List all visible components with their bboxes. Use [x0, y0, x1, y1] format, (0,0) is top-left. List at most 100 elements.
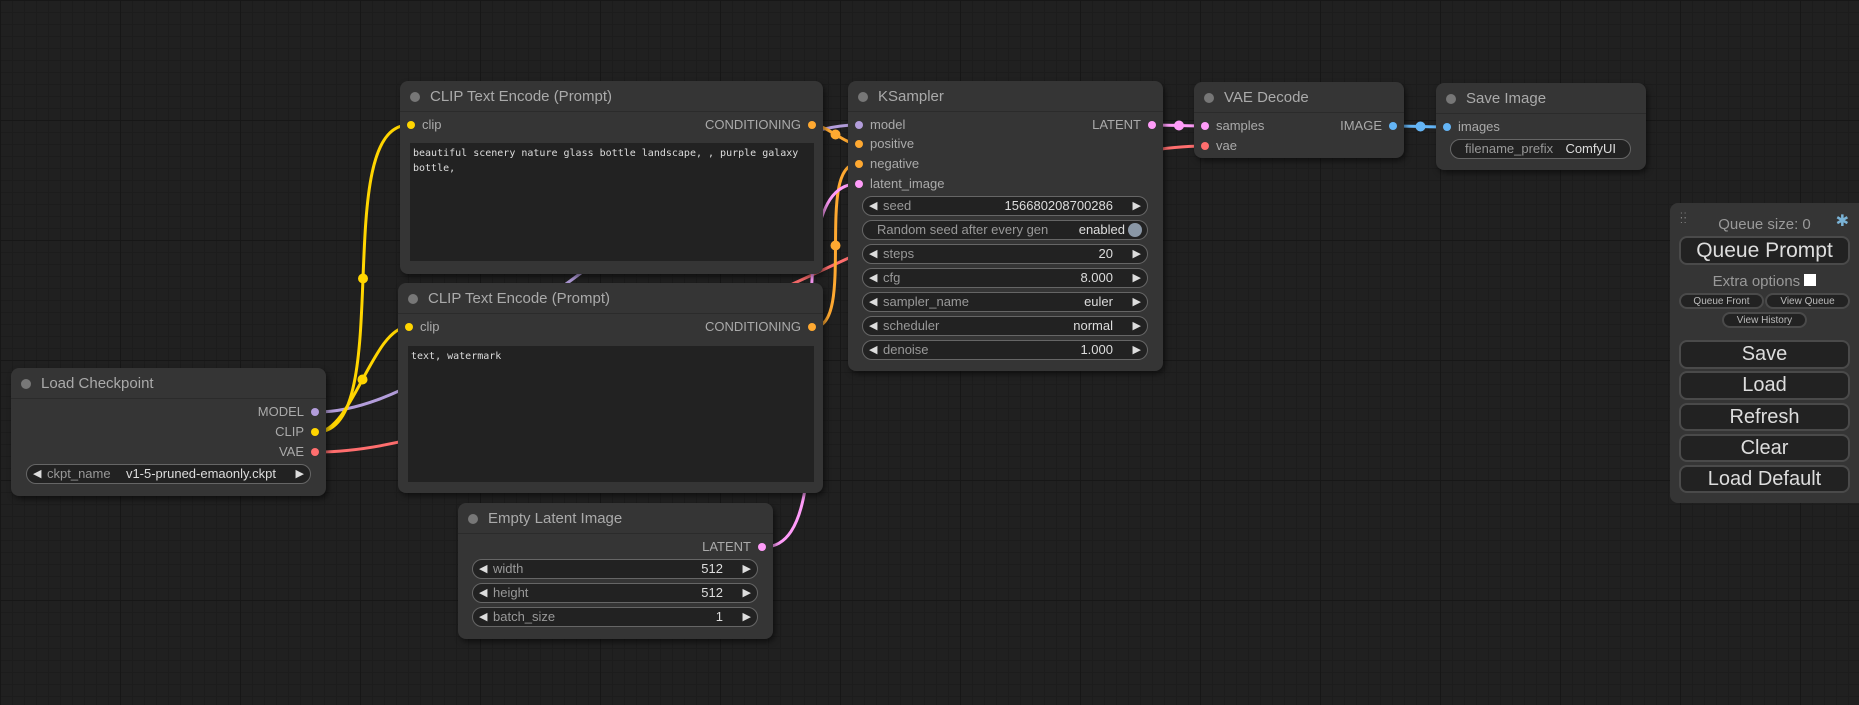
- node-load-checkpoint[interactable]: Load Checkpoint MODEL CLIP VAE ◀ ckpt_nam…: [11, 368, 326, 496]
- slot-dot-icon[interactable]: [311, 428, 319, 436]
- slot-dot-icon[interactable]: [1443, 123, 1451, 131]
- cfg-widget[interactable]: ◀ cfg 8.000 ▶: [862, 268, 1148, 288]
- slot-dot-icon[interactable]: [407, 121, 415, 129]
- slot-dot-icon[interactable]: [1201, 142, 1209, 150]
- slot-dot-icon[interactable]: [855, 121, 863, 129]
- arrow-right-icon[interactable]: ▶: [1132, 248, 1141, 260]
- slot-dot-icon[interactable]: [1148, 121, 1156, 129]
- input-model[interactable]: model: [848, 115, 905, 135]
- slot-dot-icon[interactable]: [808, 323, 816, 331]
- output-conditioning[interactable]: CONDITIONING: [705, 317, 823, 337]
- arrow-right-icon[interactable]: ▶: [742, 587, 751, 599]
- load-default-button[interactable]: Load Default: [1679, 465, 1850, 493]
- arrow-left-icon[interactable]: ◀: [869, 320, 878, 332]
- height-widget[interactable]: ◀ height 512 ▶: [472, 583, 758, 603]
- node-clip-text-encode-positive[interactable]: CLIP Text Encode (Prompt) clip CONDITION…: [400, 81, 823, 274]
- output-model[interactable]: MODEL: [258, 402, 326, 422]
- slot-dot-icon[interactable]: [808, 121, 816, 129]
- output-latent[interactable]: LATENT: [1092, 115, 1163, 135]
- arrow-right-icon[interactable]: ▶: [742, 611, 751, 623]
- node-title[interactable]: CLIP Text Encode (Prompt): [398, 283, 823, 314]
- arrow-right-icon[interactable]: ▶: [1132, 296, 1141, 308]
- width-widget[interactable]: ◀ width 512 ▶: [472, 559, 758, 579]
- steps-widget[interactable]: ◀ steps 20 ▶: [862, 244, 1148, 264]
- view-history-button[interactable]: View History: [1722, 312, 1807, 328]
- node-save-image[interactable]: Save Image images filename_prefix ComfyUI: [1436, 83, 1646, 170]
- arrow-right-icon[interactable]: ▶: [1132, 320, 1141, 332]
- node-ksampler[interactable]: KSampler model LATENT positive negative …: [848, 81, 1163, 371]
- slot-dot-icon[interactable]: [855, 180, 863, 188]
- arrow-right-icon[interactable]: ▶: [1132, 200, 1141, 212]
- link-midpoint-icon[interactable]: [830, 129, 841, 140]
- arrow-right-icon[interactable]: ▶: [742, 563, 751, 575]
- random-seed-toggle[interactable]: Random seed after every gen enabled: [862, 220, 1148, 240]
- node-title[interactable]: Load Checkpoint: [11, 368, 326, 399]
- output-vae[interactable]: VAE: [279, 442, 326, 462]
- slot-dot-icon[interactable]: [1201, 122, 1209, 130]
- arrow-right-icon[interactable]: ▶: [1132, 344, 1141, 356]
- arrow-left-icon[interactable]: ◀: [479, 587, 488, 599]
- queue-front-button[interactable]: Queue Front: [1679, 293, 1764, 309]
- arrow-right-icon[interactable]: ▶: [1132, 272, 1141, 284]
- input-negative[interactable]: negative: [848, 154, 919, 174]
- collapse-dot-icon[interactable]: [1204, 93, 1214, 103]
- link-midpoint-icon[interactable]: [357, 374, 368, 385]
- input-clip[interactable]: clip: [398, 317, 440, 337]
- node-clip-text-encode-negative[interactable]: CLIP Text Encode (Prompt) clip CONDITION…: [398, 283, 823, 493]
- arrow-left-icon[interactable]: ◀: [869, 248, 878, 260]
- arrow-left-icon[interactable]: ◀: [869, 344, 878, 356]
- slot-dot-icon[interactable]: [855, 160, 863, 168]
- arrow-left-icon[interactable]: ◀: [869, 272, 878, 284]
- collapse-dot-icon[interactable]: [1446, 94, 1456, 104]
- input-positive[interactable]: positive: [848, 134, 914, 154]
- input-images[interactable]: images: [1436, 117, 1500, 137]
- scheduler-combo[interactable]: ◀ scheduler normal ▶: [862, 316, 1148, 336]
- node-vae-decode[interactable]: VAE Decode samples IMAGE vae: [1194, 82, 1404, 158]
- collapse-dot-icon[interactable]: [21, 379, 31, 389]
- drag-handle-icon[interactable]: ::::: [1680, 210, 1688, 226]
- input-vae[interactable]: vae: [1194, 136, 1237, 156]
- view-queue-button[interactable]: View Queue: [1765, 293, 1850, 309]
- slot-dot-icon[interactable]: [311, 408, 319, 416]
- prompt-textarea[interactable]: beautiful scenery nature glass bottle la…: [410, 143, 814, 261]
- slot-dot-icon[interactable]: [855, 140, 863, 148]
- arrow-left-icon[interactable]: ◀: [869, 200, 878, 212]
- collapse-dot-icon[interactable]: [410, 92, 420, 102]
- collapse-dot-icon[interactable]: [408, 294, 418, 304]
- arrow-right-icon[interactable]: ▶: [295, 468, 304, 480]
- output-image[interactable]: IMAGE: [1340, 116, 1404, 136]
- save-button[interactable]: Save: [1679, 340, 1850, 369]
- node-title[interactable]: CLIP Text Encode (Prompt): [400, 81, 823, 112]
- slot-dot-icon[interactable]: [405, 323, 413, 331]
- slot-dot-icon[interactable]: [1389, 122, 1397, 130]
- node-title[interactable]: Save Image: [1436, 83, 1646, 114]
- clear-button[interactable]: Clear: [1679, 434, 1850, 462]
- output-conditioning[interactable]: CONDITIONING: [705, 115, 823, 135]
- batch-size-widget[interactable]: ◀ batch_size 1 ▶: [472, 607, 758, 627]
- arrow-left-icon[interactable]: ◀: [33, 468, 42, 480]
- arrow-left-icon[interactable]: ◀: [869, 296, 878, 308]
- link-midpoint-icon[interactable]: [1174, 120, 1184, 131]
- sampler-name-combo[interactable]: ◀ sampler_name euler ▶: [862, 292, 1148, 312]
- collapse-dot-icon[interactable]: [468, 514, 478, 524]
- denoise-widget[interactable]: ◀ denoise 1.000 ▶: [862, 340, 1148, 360]
- filename-prefix-input[interactable]: filename_prefix ComfyUI: [1450, 139, 1631, 159]
- extra-options-checkbox[interactable]: [1804, 274, 1817, 286]
- load-button[interactable]: Load: [1679, 371, 1850, 400]
- slot-dot-icon[interactable]: [311, 448, 319, 456]
- node-empty-latent-image[interactable]: Empty Latent Image LATENT ◀ width 512 ▶ ◀ he…: [458, 503, 773, 639]
- collapse-dot-icon[interactable]: [858, 92, 868, 102]
- settings-gear-icon[interactable]: ✱: [1835, 213, 1849, 230]
- arrow-left-icon[interactable]: ◀: [479, 611, 488, 623]
- input-latent-image[interactable]: latent_image: [848, 174, 944, 194]
- refresh-button[interactable]: Refresh: [1679, 403, 1850, 431]
- link-midpoint-icon[interactable]: [358, 273, 368, 284]
- link-midpoint-icon[interactable]: [1415, 121, 1426, 132]
- ckpt-name-combo[interactable]: ◀ ckpt_name v1-5-pruned-emaonly.ckpt ▶: [26, 464, 311, 484]
- queue-prompt-button[interactable]: Queue Prompt: [1679, 236, 1850, 265]
- output-latent[interactable]: LATENT: [702, 537, 773, 557]
- slot-dot-icon[interactable]: [758, 543, 766, 551]
- input-clip[interactable]: clip: [400, 115, 442, 135]
- seed-widget[interactable]: ◀ seed 156680208700286 ▶: [862, 196, 1148, 216]
- output-clip[interactable]: CLIP: [275, 422, 326, 442]
